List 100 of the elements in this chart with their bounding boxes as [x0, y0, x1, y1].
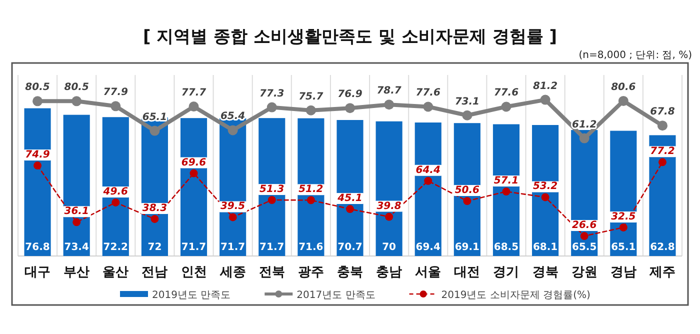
- data-label: 72.2: [103, 242, 128, 253]
- chart-subtitle: (n=8,000 ; 단위: 점, %): [578, 50, 692, 61]
- x-tick-label: 강원: [571, 265, 598, 280]
- x-tick-label: 세종: [218, 265, 246, 280]
- legend-label: 2019년도 소비자문제 경험률(%): [441, 290, 590, 301]
- data-label: 71.7: [260, 242, 284, 253]
- point: [501, 102, 512, 112]
- bar: [298, 118, 324, 256]
- data-label: 68.1: [532, 242, 558, 253]
- data-label: 80.5: [64, 82, 89, 94]
- x-tick-label: 광주: [298, 265, 324, 280]
- data-label: 61.2: [572, 119, 597, 130]
- point: [110, 101, 121, 112]
- chart-title: [ 지역별 종합 소비생활만족도 및 소비자문제 경험률 ]: [143, 27, 557, 47]
- point: [72, 96, 82, 106]
- data-label: 69.6: [181, 157, 206, 168]
- bar: [24, 108, 51, 256]
- point: [188, 102, 199, 112]
- point: [228, 125, 238, 136]
- data-label: 32.5: [611, 211, 636, 222]
- point: [306, 196, 315, 204]
- point: [32, 96, 43, 106]
- data-label: 73.1: [454, 96, 480, 108]
- data-label: 77.7: [181, 88, 206, 99]
- data-label: 65.5: [572, 242, 597, 253]
- x-tick-label: 서울: [415, 265, 442, 280]
- point: [385, 212, 394, 221]
- data-label: 77.6: [494, 88, 519, 99]
- data-label: 69.1: [454, 242, 480, 253]
- x-tick-label: 울산: [102, 265, 129, 280]
- bar: [258, 118, 286, 256]
- x-tick-label: 전남: [142, 265, 168, 280]
- data-label: 36.1: [64, 206, 89, 218]
- point: [150, 214, 159, 223]
- data-label: 77.6: [416, 88, 440, 99]
- legend-label: 2017년도 만족도: [296, 290, 376, 301]
- data-label: 77.2: [650, 146, 675, 158]
- x-tick-label: 경북: [532, 265, 558, 280]
- data-label: 69.4: [416, 242, 440, 253]
- x-tick-label: 인천: [180, 265, 207, 280]
- data-label: 64.4: [416, 164, 440, 176]
- data-label: 74.9: [25, 150, 50, 161]
- bar: [414, 122, 442, 256]
- bar: [336, 120, 364, 256]
- x-tick-label: 대전: [454, 265, 480, 280]
- data-label: 26.6: [572, 220, 597, 232]
- data-label: 71.6: [298, 242, 324, 253]
- point: [618, 96, 628, 106]
- data-label: 65.1: [142, 112, 168, 123]
- data-label: 72: [148, 242, 162, 253]
- point: [541, 193, 550, 202]
- data-label: 51.2: [298, 184, 324, 196]
- data-label: 62.8: [650, 242, 675, 253]
- data-label: 78.7: [376, 86, 402, 97]
- data-label: 76.8: [25, 242, 50, 253]
- point: [228, 213, 237, 222]
- bar: [610, 130, 637, 256]
- point: [268, 196, 276, 204]
- point: [266, 102, 277, 112]
- data-label: 68.5: [494, 242, 519, 253]
- data-label: 67.8: [650, 106, 675, 118]
- data-label: 80.6: [611, 82, 636, 93]
- point: [462, 110, 472, 120]
- point: [306, 105, 316, 116]
- point: [657, 120, 668, 131]
- point: [384, 100, 394, 110]
- point: [424, 176, 432, 185]
- point: [540, 94, 550, 105]
- x-tick-label: 충북: [337, 265, 363, 280]
- data-label: 73.4: [64, 242, 89, 253]
- x-tick-label: 충남: [376, 265, 402, 280]
- bar: [492, 124, 520, 256]
- point: [112, 198, 120, 206]
- x-tick-label: 대구: [24, 265, 51, 280]
- data-label: 50.6: [454, 185, 480, 196]
- data-label: 38.3: [142, 202, 168, 214]
- x-tick-label: 제주: [648, 265, 676, 280]
- point: [619, 223, 628, 232]
- bar: [102, 117, 129, 256]
- data-label: 71.7: [220, 242, 246, 253]
- x-tick-label: 경남: [610, 265, 636, 280]
- bar: [376, 121, 402, 256]
- point: [502, 188, 510, 196]
- point: [579, 133, 590, 144]
- point: [580, 232, 588, 240]
- x-tick-label: 전북: [258, 265, 285, 280]
- point: [34, 162, 42, 170]
- bar: [63, 114, 90, 256]
- data-label: 39.8: [376, 200, 402, 212]
- data-label: 71.7: [181, 242, 206, 253]
- data-label: 77.9: [103, 87, 128, 98]
- data-label: 76.9: [338, 89, 362, 100]
- point: [658, 158, 666, 166]
- data-label: 57.1: [494, 176, 519, 187]
- data-label: 70.7: [338, 242, 362, 253]
- bar: [180, 118, 208, 256]
- point: [150, 126, 160, 136]
- point: [423, 102, 434, 112]
- data-label: 77.3: [260, 88, 284, 100]
- data-label: 80.5: [25, 82, 50, 94]
